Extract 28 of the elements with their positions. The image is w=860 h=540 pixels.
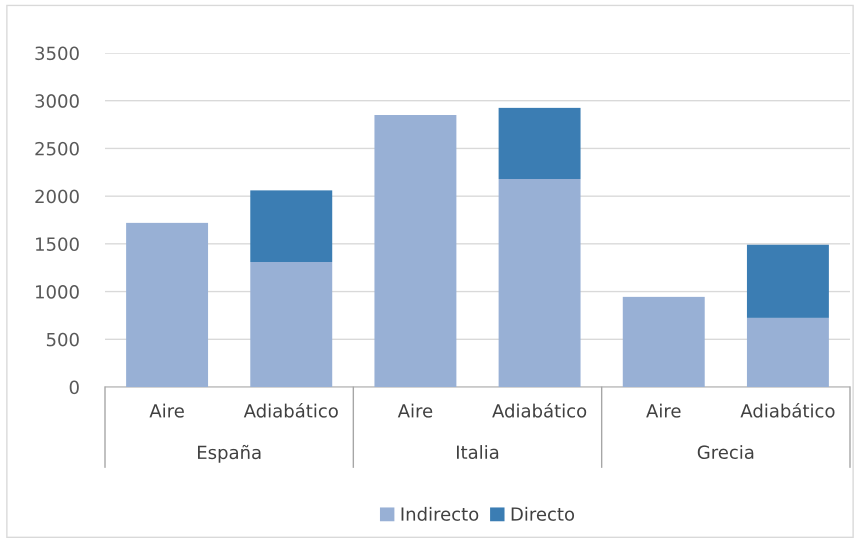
x-tick-label: Adiabático [740, 402, 835, 418]
x-tick-label: Aire [149, 404, 184, 418]
bar [126, 222, 208, 387]
bar [250, 190, 332, 262]
text: Grecia [698, 445, 754, 460]
x-tick-label: Aire [646, 404, 681, 418]
legend-label: Indirecto [402, 506, 478, 521]
bar [498, 178, 581, 387]
bar [746, 318, 829, 387]
text: España [198, 444, 260, 463]
y-tick-label: 500 [46, 332, 79, 346]
y-tick-label: 1500 [36, 237, 79, 251]
y-tick-label: 2500 [35, 142, 79, 156]
y-tick-label: 3000 [35, 94, 79, 108]
x-tick-label: Adiabático [244, 402, 338, 418]
x-tick-label: Adiabático [492, 402, 586, 418]
y-tick-label: 0 [70, 380, 79, 394]
bar [622, 296, 705, 387]
bar [374, 115, 456, 387]
y-tick-label: 1000 [36, 285, 79, 299]
y-tick-label: 2000 [35, 190, 79, 204]
x-tick-label: Aire [398, 404, 432, 418]
bar [498, 108, 581, 179]
y-tick-label: 3500 [35, 46, 79, 60]
legend-label: Directo [512, 506, 574, 521]
bar [746, 244, 829, 318]
bar [250, 262, 332, 387]
text: Italia [456, 445, 498, 460]
